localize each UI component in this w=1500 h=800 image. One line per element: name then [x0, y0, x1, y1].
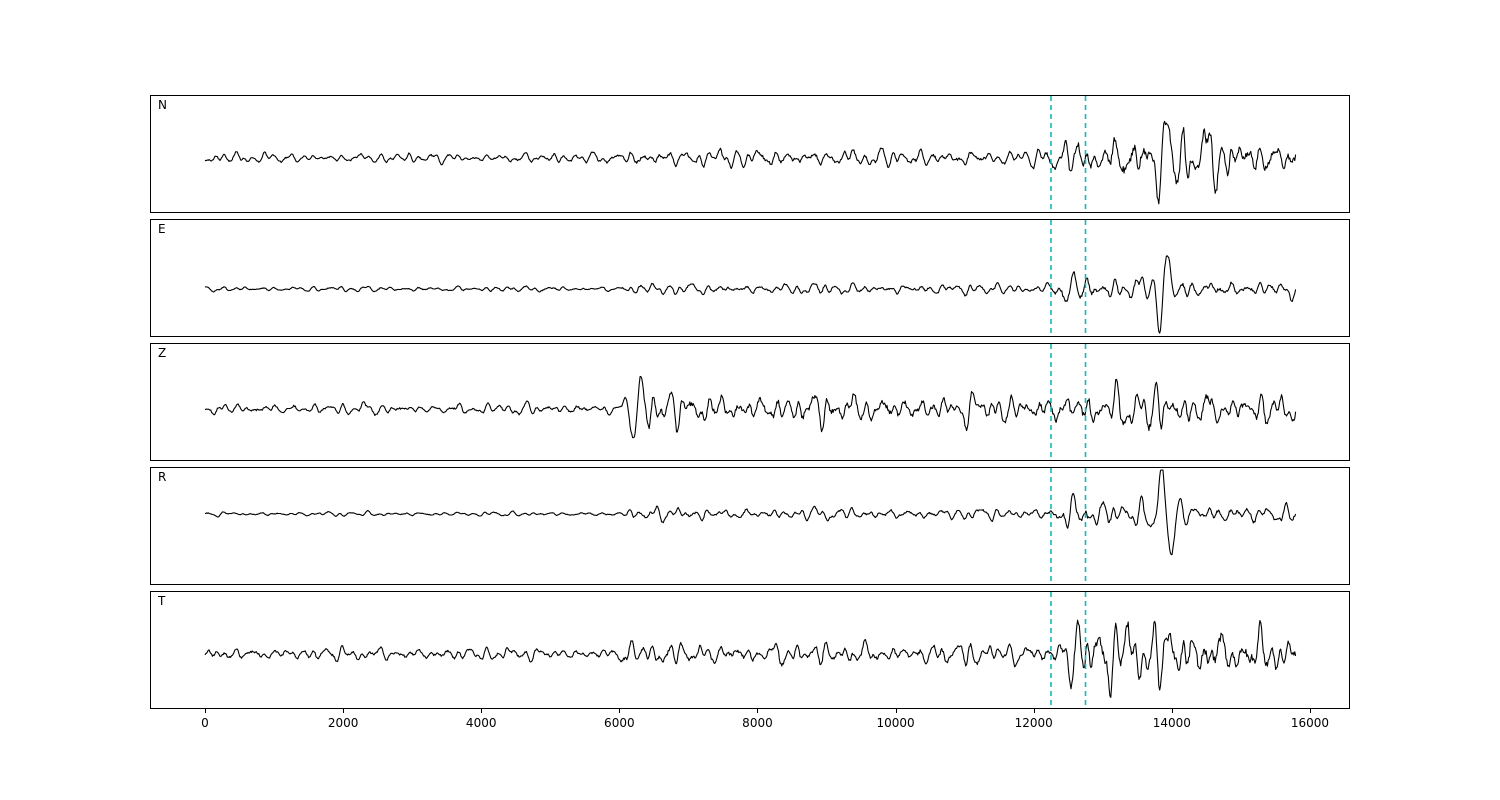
- panel-e: E: [150, 219, 1350, 337]
- x-tick-mark-10000: [895, 709, 897, 713]
- x-axis: 0 2000 4000 6000 8000 10000 12000 14000 16000: [150, 709, 1350, 737]
- panel-r: R: [150, 467, 1350, 585]
- trace-t: [204, 619, 1297, 698]
- x-tick-mark-12000: [1033, 709, 1035, 713]
- x-tick-mark-16000: [1309, 709, 1311, 713]
- panel-border-n: [150, 95, 1350, 213]
- waveform-canvas-z: [150, 343, 1350, 461]
- trace-r: [204, 469, 1297, 556]
- waveform-canvas-r: [150, 467, 1350, 585]
- x-tick-mark-2000: [343, 709, 345, 713]
- x-tick-mark-0: [204, 709, 206, 713]
- panel-z: Z: [150, 343, 1350, 461]
- panel-border-r: [150, 467, 1350, 585]
- waveform-canvas-n: [150, 95, 1350, 213]
- x-tick-mark-4000: [481, 709, 483, 713]
- x-tick-label-10000: 10000: [876, 716, 915, 730]
- panel-border-e: [150, 219, 1350, 337]
- panel-border-t: [150, 591, 1350, 709]
- panel-label-n: N: [158, 98, 167, 112]
- x-tick-label-14000: 14000: [1152, 716, 1191, 730]
- x-tick-label-0: 0: [201, 716, 209, 730]
- x-tick-label-2000: 2000: [327, 716, 359, 730]
- x-tick-mark-8000: [757, 709, 759, 713]
- trace-n: [204, 120, 1297, 205]
- waveform-canvas-e: [150, 219, 1350, 337]
- panel-label-z: Z: [158, 346, 167, 360]
- panel-border-z: [150, 343, 1350, 461]
- x-tick-label-16000: 16000: [1290, 716, 1330, 730]
- panel-label-e: E: [158, 222, 166, 236]
- trace-e: [204, 255, 1297, 334]
- x-tick-mark-14000: [1171, 709, 1173, 713]
- panel-t: T: [150, 591, 1350, 709]
- x-tick-label-6000: 6000: [604, 716, 635, 730]
- panel-label-r: R: [158, 470, 167, 484]
- x-tick-label-8000: 8000: [742, 716, 773, 730]
- waveform-canvas-t: [150, 591, 1350, 709]
- trace-z: [204, 376, 1297, 439]
- x-tick-label-4000: 4000: [465, 716, 497, 730]
- panel-label-t: T: [158, 594, 166, 608]
- panel-n: N: [150, 95, 1350, 213]
- x-tick-mark-6000: [619, 709, 621, 713]
- x-tick-label-12000: 12000: [1014, 716, 1053, 730]
